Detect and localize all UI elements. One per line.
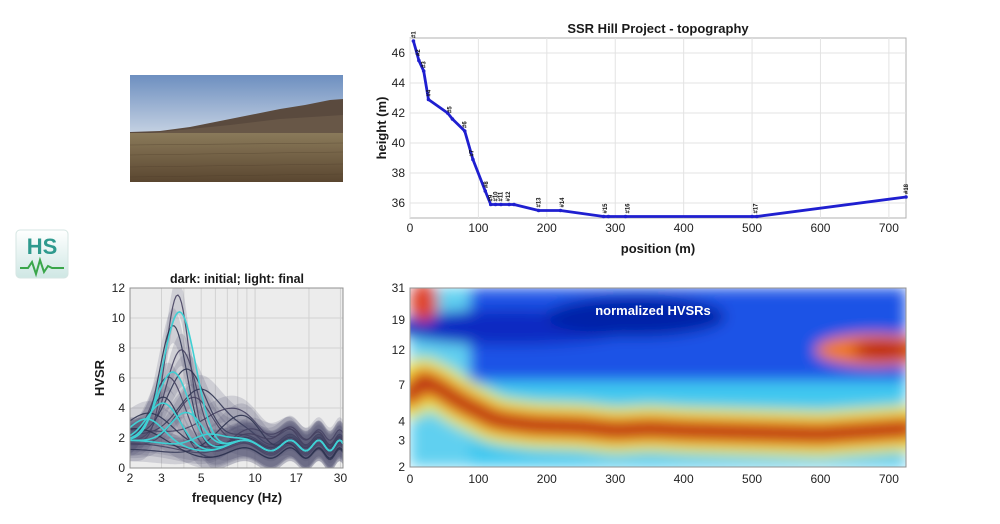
topography-point-label: #7	[470, 149, 476, 156]
topography-point-label: #9	[489, 194, 495, 201]
topography-point-label: #13	[537, 197, 543, 208]
topography-ytick-label: 36	[392, 196, 406, 210]
topography-xtick-label: 400	[674, 221, 694, 235]
topography-ylabel: height (m)	[374, 97, 389, 160]
topography-xtick-label: 200	[537, 221, 557, 235]
logo-text: HS	[27, 234, 58, 259]
hs-logo: HS	[14, 228, 70, 280]
topography-point	[445, 111, 450, 115]
topography-ytick-label: 46	[392, 46, 406, 60]
topography-point-label: #6	[463, 121, 469, 128]
topography-point-label: #16	[626, 203, 632, 214]
topography-point	[421, 69, 426, 73]
topography-point	[558, 208, 563, 213]
topography-point-label: #14	[560, 197, 566, 208]
topography-point-label: #5	[448, 106, 454, 113]
topography-point-label: #1	[411, 31, 417, 38]
topography-line	[412, 40, 907, 218]
topography-point-label: #12	[506, 191, 512, 202]
topography-ytick-label: 40	[392, 136, 406, 150]
topography-point-label: #15	[603, 203, 609, 214]
topography-point	[426, 97, 431, 102]
topography-point-label: #4	[426, 89, 432, 96]
topography-ytick-label: 38	[392, 166, 406, 180]
topography-point	[623, 214, 628, 219]
topography-point	[450, 117, 455, 121]
topography-point-label: #2	[416, 49, 422, 56]
topography-point	[493, 202, 498, 207]
topography-point	[411, 39, 416, 43]
topography-point-label: #18	[904, 183, 910, 194]
topography-point-label: #10	[494, 191, 500, 202]
topography-ytick-label: 42	[392, 106, 406, 120]
topography-point	[755, 214, 759, 219]
topography-point-label: #17	[753, 203, 759, 214]
topography-point	[471, 157, 475, 162]
topography-point	[417, 58, 421, 63]
topography-point	[601, 214, 606, 219]
topography-xtick-label: 700	[879, 221, 899, 235]
topography-point	[499, 202, 503, 207]
landscape-photo	[130, 75, 343, 182]
topography-xtick-label: 500	[742, 221, 762, 235]
topography-point	[606, 214, 611, 219]
topography-point	[536, 208, 541, 213]
topography-point	[512, 202, 516, 207]
topography-point	[462, 129, 467, 133]
topography-xlabel: position (m)	[621, 241, 695, 256]
topography-ytick-label: 44	[392, 76, 406, 90]
topography-point	[750, 214, 754, 219]
topography-point-label: #8	[484, 181, 490, 188]
topography-point	[507, 202, 512, 207]
topography-title: SSR Hill Project - topography	[567, 21, 749, 36]
topography-xtick-label: 100	[468, 221, 488, 235]
topography-point	[904, 195, 908, 199]
topography-xtick-label: 0	[407, 221, 414, 235]
topography-point	[483, 189, 488, 193]
topography-point	[488, 202, 493, 207]
topography-xtick-label: 600	[810, 221, 830, 235]
topography-xtick-label: 300	[605, 221, 625, 235]
topography-point-label: #3	[422, 61, 428, 68]
topography-point-label: #11	[498, 191, 504, 201]
